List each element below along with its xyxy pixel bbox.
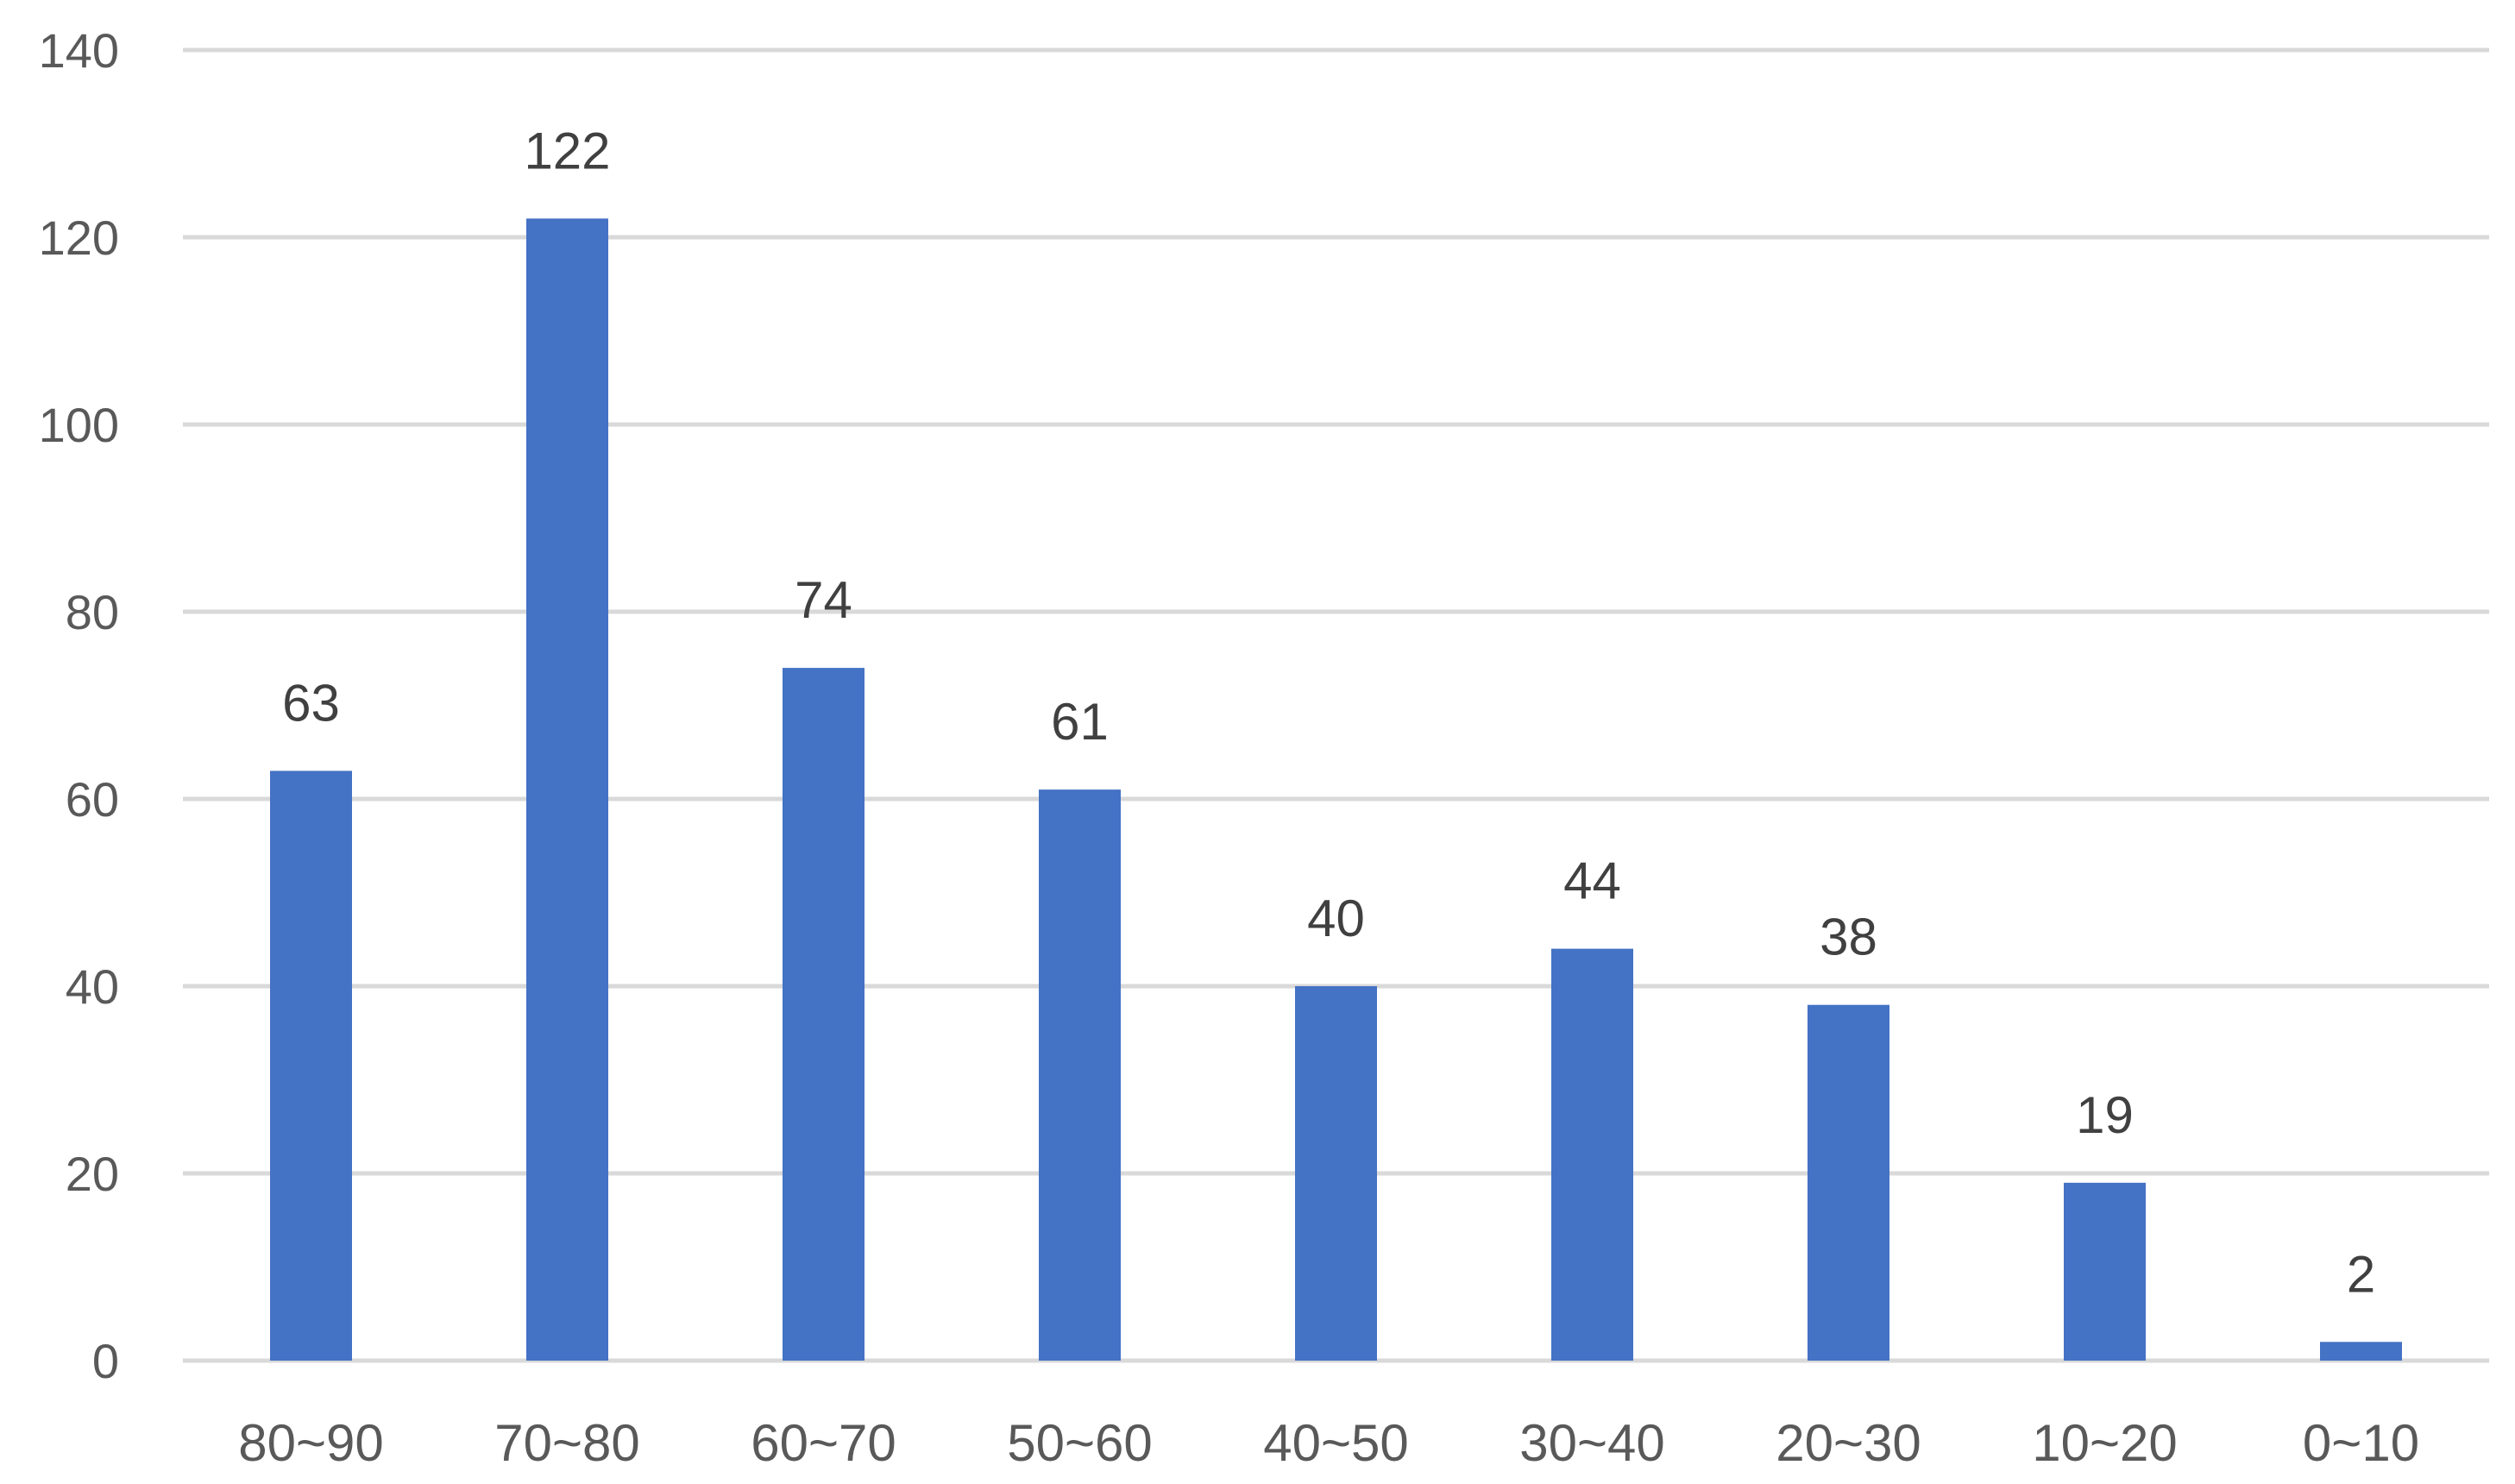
x-axis-tick-labels: 80~90 70~80 60~70 50~60 40~50 30~40 20~30 10~20… [238, 1414, 2419, 1472]
data-label-0~10: 2 [2347, 1245, 2375, 1303]
data-label-70~80: 122 [524, 122, 610, 179]
x-tick-label-70~80: 70~80 [494, 1414, 640, 1472]
bars [270, 218, 2402, 1361]
bar-50~60 [1039, 789, 1121, 1361]
x-tick-label-20~30: 20~30 [1776, 1414, 1921, 1472]
y-axis-tick-labels: 0 20 40 60 80 100 120 140 [39, 23, 119, 1388]
y-tick-label-20: 20 [66, 1147, 119, 1201]
data-label-10~20: 19 [2076, 1086, 2134, 1144]
x-tick-label-40~50: 40~50 [1263, 1414, 1409, 1472]
x-tick-label-0~10: 0~10 [2303, 1414, 2419, 1472]
bar-0~10 [2320, 1342, 2402, 1361]
bar-70~80 [526, 218, 608, 1361]
bar-20~30 [1808, 1004, 1889, 1361]
x-tick-label-60~70: 60~70 [751, 1414, 896, 1472]
bar-30~40 [1551, 948, 1633, 1361]
x-tick-label-80~90: 80~90 [238, 1414, 384, 1472]
x-tick-label-30~40: 30~40 [1519, 1414, 1665, 1472]
y-tick-label-140: 140 [39, 23, 119, 78]
y-tick-label-100: 100 [39, 398, 119, 452]
data-label-20~30: 38 [1820, 909, 1877, 966]
bar-10~20 [2064, 1182, 2146, 1361]
bar-40~50 [1295, 986, 1377, 1361]
x-tick-label-50~60: 50~60 [1007, 1414, 1153, 1472]
bar-60~70 [783, 668, 865, 1361]
data-label-30~40: 44 [1563, 852, 1621, 910]
data-label-60~70: 74 [795, 571, 852, 629]
data-label-50~60: 61 [1051, 693, 1109, 751]
x-tick-label-10~20: 10~20 [2032, 1414, 2178, 1472]
bar-80~90 [270, 770, 352, 1361]
y-tick-label-120: 120 [39, 211, 119, 265]
y-tick-label-60: 60 [66, 772, 119, 827]
data-labels: 63 122 74 61 40 44 38 19 2 [282, 122, 2375, 1303]
data-label-80~90: 63 [282, 674, 340, 732]
data-label-40~50: 40 [1307, 890, 1365, 947]
y-tick-label-40: 40 [66, 959, 119, 1014]
y-tick-label-80: 80 [66, 585, 119, 639]
y-tick-label-0: 0 [92, 1334, 119, 1388]
